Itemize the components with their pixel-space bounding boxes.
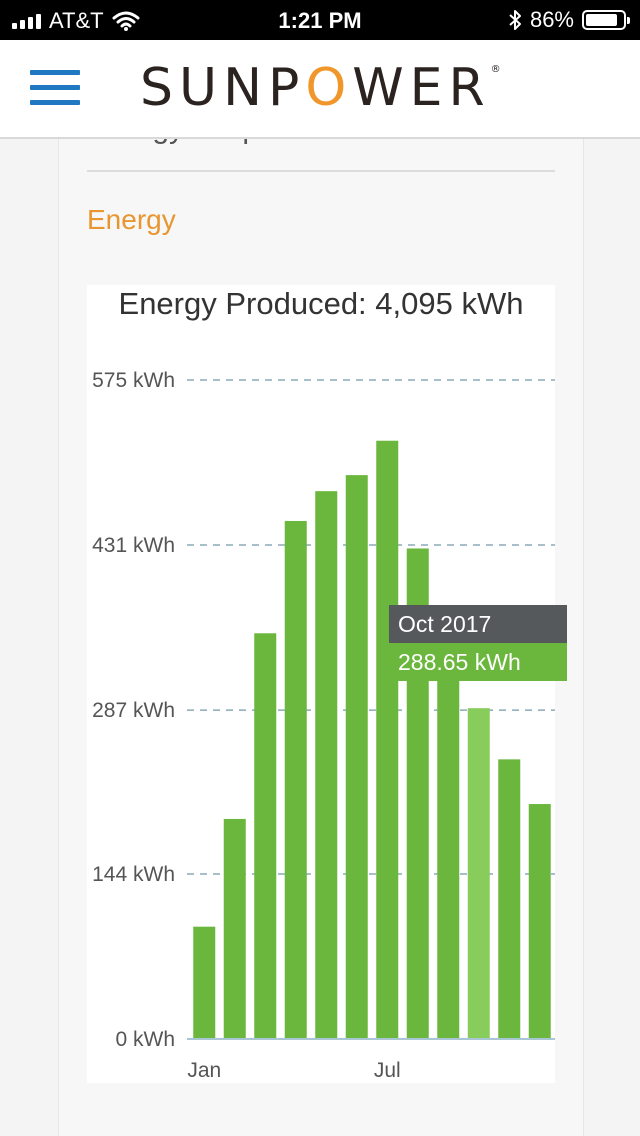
- bar-mar: [254, 633, 277, 1039]
- y-tick-label: 431 kWh: [92, 534, 175, 557]
- tooltip-value: 288.65 kWh: [389, 643, 567, 681]
- bar-jul: [376, 440, 399, 1039]
- bar-apr: [284, 520, 307, 1039]
- y-tick-label: 287 kWh: [92, 699, 175, 722]
- tab-energy[interactable]: Energy: [87, 204, 176, 235]
- status-time: 1:21 PM: [278, 8, 362, 33]
- divider: [87, 170, 555, 172]
- x-tick-label: Jul: [374, 1059, 401, 1082]
- hamburger-menu-icon[interactable]: [30, 70, 80, 106]
- signal-icon: [12, 13, 41, 29]
- chart-svg: Energy Produced: 4,095 kWh 0 kWh 144 kWh 28…: [92, 286, 555, 1082]
- app-header: SUNPOWER®: [0, 40, 640, 139]
- battery-percent: 86%: [529, 7, 574, 32]
- bar-jan: [193, 926, 216, 1039]
- bar-dec: [528, 804, 551, 1039]
- x-tick-label: Jan: [187, 1059, 221, 1082]
- tooltip-date: Oct 2017: [389, 605, 567, 643]
- battery-fill: [586, 14, 617, 26]
- bar-feb: [223, 818, 246, 1039]
- bar-jun: [345, 475, 368, 1039]
- wifi-icon: [112, 11, 140, 31]
- bar-may: [315, 491, 338, 1040]
- chart-title: Energy Produced: 4,095 kWh: [119, 286, 524, 321]
- status-left: AT&T: [12, 8, 140, 34]
- y-tick-label: 575 kWh: [92, 369, 175, 392]
- carrier-label: AT&T: [49, 8, 104, 33]
- energy-graphs-card: Energy Graphs Energy Energy Produced: 4,…: [58, 112, 584, 1136]
- chart-tooltip: Oct 2017 288.65 kWh: [389, 605, 567, 681]
- bar-oct: [467, 708, 490, 1039]
- sunpower-logo: SUNPOWER®: [140, 58, 501, 118]
- battery-icon: [582, 10, 630, 30]
- bluetooth-icon: [509, 10, 521, 30]
- status-bar: AT&T 1:21 PM 86%: [0, 0, 640, 40]
- energy-chart: Energy Produced: 4,095 kWh 0 kWh 144 kWh 28…: [87, 285, 567, 1083]
- bar-nov: [498, 759, 521, 1039]
- status-right: 86%: [508, 7, 630, 33]
- bar-sep: [437, 672, 460, 1039]
- y-tick-label: 144 kWh: [92, 863, 175, 886]
- y-tick-label: 0 kWh: [115, 1028, 175, 1051]
